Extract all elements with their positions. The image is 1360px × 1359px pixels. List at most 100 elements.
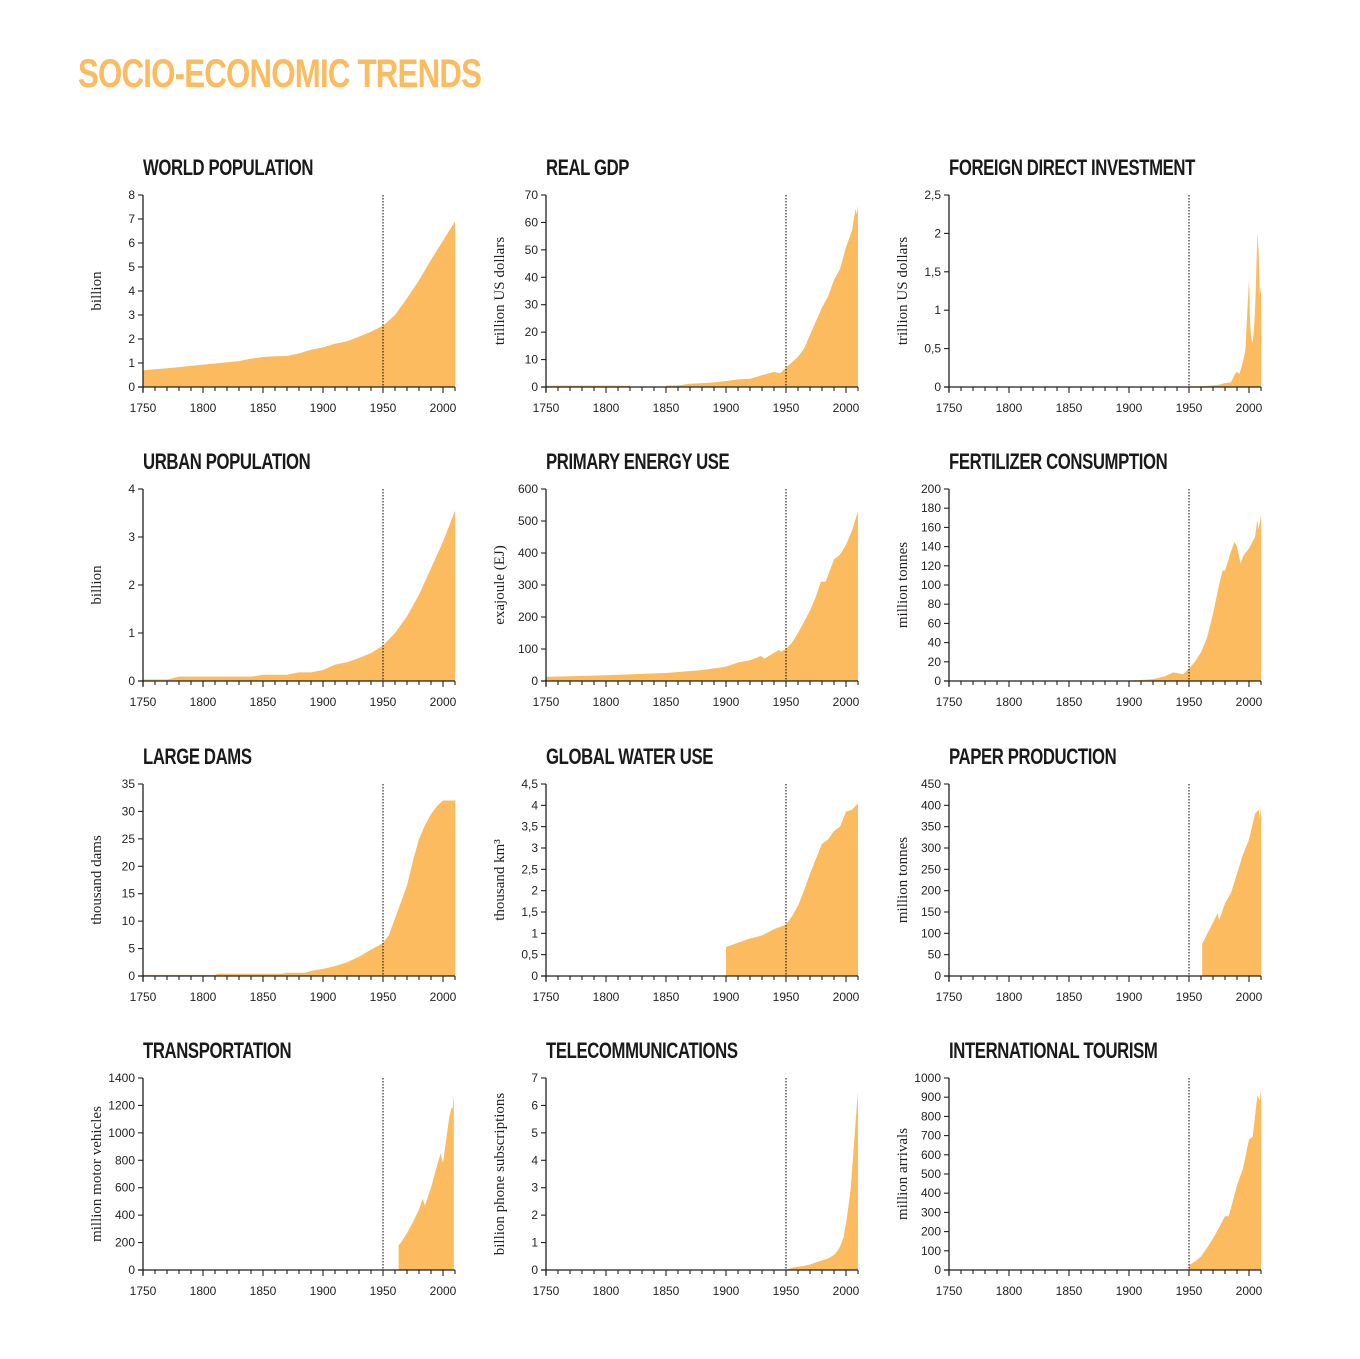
chart-title-global-water-use: GLOBAL WATER USE (546, 744, 714, 769)
x-tick-label: 1750 (533, 695, 560, 709)
x-tick-label: 1900 (310, 401, 337, 415)
x-tick-label: 1850 (250, 1284, 277, 1298)
y-tick-label: 0 (128, 1263, 135, 1277)
x-tick-label: 2000 (833, 990, 860, 1004)
area-series (1129, 515, 1261, 681)
chart-foreign-direct-investment: 1750 1800 1850 1900 1950 2000 0 0,5 1 1,5 2 2,5 tril… (895, 188, 1263, 415)
y-tick-label: 20 (525, 325, 539, 339)
x-tick-label: 1750 (936, 401, 963, 415)
x-tick-label: 2000 (833, 695, 860, 709)
x-tick-label: 1850 (1056, 695, 1083, 709)
x-tick-label: 1800 (996, 990, 1023, 1004)
y-tick-label: 0 (934, 969, 941, 983)
chart-title-international-tourism: INTERNATIONAL TOURISM (949, 1038, 1158, 1063)
y-tick-label: 6 (128, 236, 135, 250)
y-tick-label: 600 (115, 1181, 135, 1195)
x-tick-label: 1950 (773, 990, 800, 1004)
y-tick-label: 0 (934, 674, 941, 688)
x-tick-label: 2000 (430, 695, 457, 709)
x-tick-label: 1900 (1116, 695, 1143, 709)
area-series (143, 510, 455, 681)
x-tick-label: 1900 (1116, 990, 1143, 1004)
y-tick-label: 300 (921, 841, 941, 855)
y-tick-label: 60 (928, 616, 942, 630)
y-tick-label: 10 (122, 914, 136, 928)
x-tick-label: 2000 (833, 401, 860, 415)
y-tick-label: 400 (921, 1186, 941, 1200)
y-tick-label: 300 (921, 1205, 941, 1219)
chart-fertilizer-consumption: 1750 1800 1850 1900 1950 2000 0 20 40 60 80 100 120 1… (895, 482, 1263, 709)
x-tick-label: 1900 (713, 1284, 740, 1298)
area-series-segment-1 (666, 205, 858, 387)
y-axis-label: billion (89, 271, 105, 311)
y-axis-label: thousand km³ (492, 839, 508, 921)
y-tick-label: 250 (921, 862, 941, 876)
x-tick-label: 1850 (250, 990, 277, 1004)
y-tick-label: 500 (518, 514, 538, 528)
y-tick-label: 3 (128, 308, 135, 322)
y-tick-label: 1,5 (924, 265, 941, 279)
x-tick-label: 1950 (1176, 990, 1203, 1004)
y-tick-label: 1000 (108, 1126, 135, 1140)
x-tick-label: 1750 (130, 990, 157, 1004)
y-tick-label: 0,5 (521, 948, 538, 962)
x-tick-label: 1900 (713, 695, 740, 709)
y-tick-label: 1 (531, 1236, 538, 1250)
x-tick-label: 1900 (713, 401, 740, 415)
x-tick-label: 1750 (936, 990, 963, 1004)
chart-large-dams: 1750 1800 1850 1900 1950 2000 0 5 10 15 20 25 30 35 th… (89, 777, 457, 1004)
y-tick-label: 70 (525, 188, 539, 202)
y-tick-label: 40 (525, 270, 539, 284)
y-tick-label: 900 (921, 1090, 941, 1104)
x-tick-label: 1950 (1176, 1284, 1203, 1298)
x-tick-label: 1950 (370, 401, 397, 415)
y-tick-label: 15 (122, 887, 136, 901)
y-tick-label: 4,5 (521, 777, 538, 791)
chart-title-urban-population: URBAN POPULATION (143, 449, 311, 474)
chart-title-foreign-direct-investment: FOREIGN DIRECT INVESTMENT (949, 155, 1195, 180)
y-tick-label: 400 (518, 546, 538, 560)
x-tick-label: 1950 (370, 695, 397, 709)
x-tick-label: 1800 (593, 990, 620, 1004)
chart-title-large-dams: LARGE DAMS (143, 744, 252, 769)
area-series (143, 800, 455, 976)
y-tick-label: 3 (128, 530, 135, 544)
x-tick-label: 2000 (1236, 695, 1263, 709)
y-tick-label: 0 (128, 380, 135, 394)
y-tick-label: 600 (921, 1148, 941, 1162)
y-tick-label: 35 (122, 777, 136, 791)
y-tick-label: 0 (128, 969, 135, 983)
y-tick-label: 25 (122, 832, 136, 846)
y-tick-label: 160 (921, 520, 941, 534)
y-tick-label: 4 (531, 1153, 538, 1167)
y-tick-label: 200 (518, 610, 538, 624)
x-tick-label: 1800 (593, 401, 620, 415)
chart-paper-production: 1750 1800 1850 1900 1950 2000 0 50 100 150 200 250 3… (895, 777, 1263, 1004)
y-tick-label: 1200 (108, 1098, 135, 1112)
x-tick-label: 1850 (1056, 990, 1083, 1004)
area-series (726, 803, 858, 976)
x-tick-label: 1800 (190, 1284, 217, 1298)
y-axis-label: million arrivals (895, 1128, 911, 1220)
y-tick-label: 10 (525, 353, 539, 367)
chart-world-population: 1750 1800 1850 1900 1950 2000 0 1 2 3 4 5 6 7 8 billion (89, 188, 457, 415)
y-tick-label: 100 (921, 926, 941, 940)
y-tick-label: 300 (518, 578, 538, 592)
x-tick-label: 1750 (936, 1284, 963, 1298)
y-tick-label: 3 (531, 841, 538, 855)
y-tick-label: 700 (921, 1129, 941, 1143)
y-tick-label: 0 (531, 969, 538, 983)
chart-urban-population: 1750 1800 1850 1900 1950 2000 0 1 2 3 4 billion (89, 482, 457, 709)
x-tick-label: 1850 (1056, 401, 1083, 415)
y-tick-label: 100 (921, 1244, 941, 1258)
y-tick-label: 4 (128, 284, 135, 298)
y-tick-label: 1,5 (521, 905, 538, 919)
chart-real-gdp: 1750 1800 1850 1900 1950 2000 0 10 20 30 40 50 60 70 t… (492, 188, 860, 415)
y-tick-label: 350 (921, 820, 941, 834)
chart-title-paper-production: PAPER PRODUCTION (949, 744, 1117, 769)
y-tick-label: 5 (531, 1126, 538, 1140)
x-tick-label: 1950 (773, 695, 800, 709)
x-tick-label: 1750 (533, 1284, 560, 1298)
chart-global-water-use: 1750 1800 1850 1900 1950 2000 0 0,5 1 1,5 2 2,5 3 3,5… (492, 777, 860, 1004)
